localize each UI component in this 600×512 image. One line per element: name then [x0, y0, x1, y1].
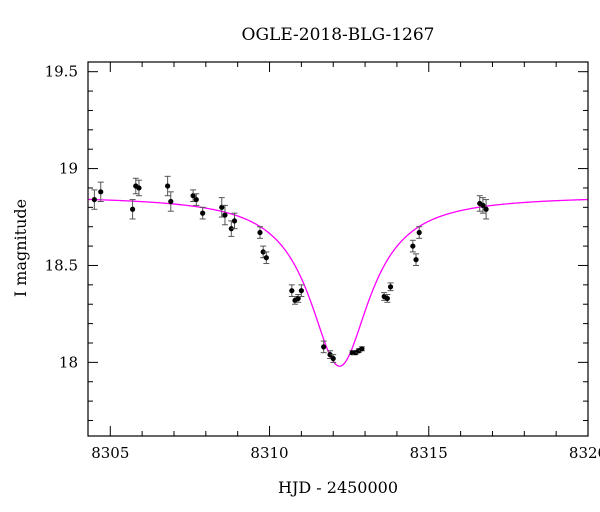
point-marker: [483, 206, 489, 212]
data-point: [327, 350, 334, 359]
data-point: [231, 212, 238, 230]
data-point: [193, 193, 200, 206]
point-marker: [193, 196, 199, 203]
point-marker: [257, 229, 263, 236]
point-marker: [98, 189, 104, 195]
plot-area: [88, 175, 588, 367]
point-marker: [91, 196, 97, 203]
data-point: [330, 354, 337, 363]
point-marker: [413, 257, 419, 263]
data-point: [218, 197, 225, 218]
point-marker: [260, 249, 266, 255]
y-tick-label: 18: [59, 353, 78, 371]
data-point: [164, 175, 171, 197]
x-tick-label: 8315: [410, 444, 448, 462]
point-marker: [359, 346, 365, 352]
x-axis-label: HJD - 2450000: [278, 478, 398, 497]
y-tick-label: 19: [59, 160, 78, 178]
data-point: [387, 282, 394, 292]
y-tick-label: 19.5: [45, 63, 78, 81]
y-tick-label: 18.5: [45, 256, 78, 274]
data-point: [483, 199, 490, 220]
point-marker: [165, 183, 171, 189]
data-point: [409, 239, 416, 253]
data-point: [263, 251, 270, 265]
data-point: [358, 346, 365, 352]
data-point: [384, 294, 391, 303]
chart-title: OGLE-2018-BLG-1267: [242, 25, 435, 45]
point-marker: [298, 288, 304, 294]
point-marker: [168, 198, 174, 205]
data-point: [479, 197, 486, 214]
point-marker: [321, 344, 327, 350]
point-marker: [219, 204, 225, 210]
point-marker: [330, 355, 336, 362]
point-marker: [327, 352, 333, 358]
data-point: [199, 206, 206, 220]
point-marker: [190, 193, 196, 199]
point-marker: [480, 202, 486, 208]
point-marker: [136, 185, 142, 191]
data-point: [91, 189, 98, 210]
x-tick-label: 8310: [250, 444, 288, 462]
point-marker: [263, 255, 269, 261]
data-point: [97, 181, 104, 203]
data-point: [416, 226, 423, 239]
point-marker: [222, 212, 228, 218]
x-tick-label: 8305: [91, 444, 129, 462]
point-marker: [384, 295, 390, 302]
data-point: [129, 199, 136, 220]
x-tick-label: 8320: [569, 444, 600, 462]
point-marker: [289, 288, 295, 294]
data-point: [298, 284, 305, 297]
model-curve: [88, 198, 588, 367]
point-marker: [387, 284, 394, 290]
data-point: [135, 179, 142, 197]
point-marker: [295, 295, 301, 302]
plot-frame: [87, 61, 589, 437]
point-marker: [410, 243, 416, 249]
data-point: [295, 294, 302, 303]
data-point: [413, 253, 420, 266]
data-point: [320, 340, 327, 354]
point-marker: [231, 218, 238, 224]
data-point: [167, 191, 174, 212]
data-point: [228, 220, 235, 237]
data-point: [256, 226, 263, 239]
point-marker: [416, 229, 422, 236]
y-axis-label: I magnitude: [11, 199, 30, 297]
point-marker: [228, 226, 234, 232]
point-marker: [129, 206, 136, 212]
data-point: [221, 204, 228, 226]
data-point: [288, 284, 295, 297]
point-marker: [200, 210, 206, 216]
axis-ticks: 8305 8310 8315 8320 18 18.5 19 19.5: [45, 62, 600, 462]
